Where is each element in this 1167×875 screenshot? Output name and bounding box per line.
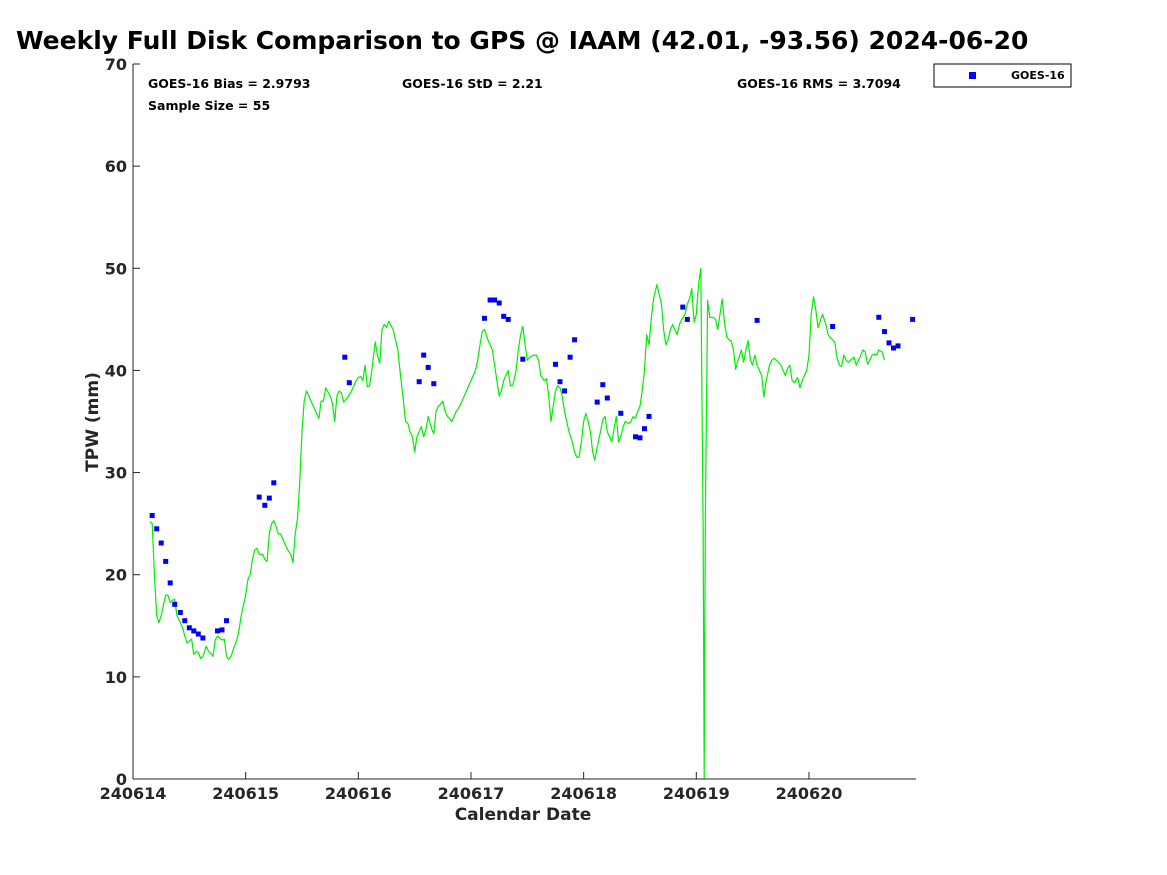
scatter-point-goes16 <box>256 494 262 500</box>
legend-marker-goes16 <box>969 72 976 79</box>
scatter-point-goes16 <box>219 627 225 633</box>
stat-bias: GOES-16 Bias = 2.9793 <box>148 76 310 91</box>
x-tick-label: 240615 <box>212 784 279 803</box>
scatter-point-goes16 <box>830 324 836 329</box>
scatter-point-goes16 <box>684 316 690 322</box>
scatter-point-goes16 <box>501 313 507 319</box>
scatter-point-goes16 <box>215 628 220 634</box>
x-tick-label: 240618 <box>550 784 617 803</box>
scatter-point-goes16 <box>557 379 563 385</box>
scatter-point-goes16 <box>492 297 498 303</box>
chart-title: Weekly Full Disk Comparison to GPS @ IAA… <box>16 26 1029 55</box>
scatter-point-goes16 <box>553 361 558 367</box>
x-tick-label: 240614 <box>100 784 167 803</box>
scatter-point-goes16 <box>567 354 573 360</box>
scatter-point-goes16 <box>520 356 526 362</box>
scatter-point-goes16 <box>633 434 638 440</box>
scatter-point-goes16 <box>149 513 155 518</box>
scatter-point-goes16 <box>487 297 493 303</box>
scatter-point-goes16 <box>271 480 277 486</box>
scatter-point-goes16 <box>266 495 272 501</box>
scatter-point-goes16 <box>425 364 431 370</box>
scatter-point-goes16 <box>172 601 178 607</box>
stat-std: GOES-16 StD = 2.21 <box>402 76 543 91</box>
scatter-point-goes16 <box>754 317 760 323</box>
x-axis-label: Calendar Date <box>455 805 592 825</box>
stat-rms: GOES-16 RMS = 3.7094 <box>737 76 901 91</box>
scatter-point-goes16 <box>496 300 502 306</box>
scatter-point-goes16 <box>186 625 192 631</box>
scatter-point-goes16 <box>163 558 169 564</box>
scatter-point-goes16 <box>182 618 188 624</box>
scatter-point-goes16 <box>604 395 610 401</box>
x-tick-label: 240619 <box>663 784 730 803</box>
scatter-point-goes16 <box>891 345 896 351</box>
stat-sample-size: Sample Size = 55 <box>148 98 270 113</box>
scatter-point-goes16 <box>200 635 206 641</box>
x-tick-label: 240620 <box>776 784 843 803</box>
scatter-point-goes16 <box>886 340 892 346</box>
scatter-point-goes16 <box>158 540 164 546</box>
axes: 0 10 20 30 40 50 60 70 240614 240615 240616 240617 2… <box>100 55 916 803</box>
y-tick-label: 10 <box>105 668 127 687</box>
scatter-point-goes16 <box>680 304 686 310</box>
y-tick-label: 70 <box>105 55 127 74</box>
y-tick-label: 20 <box>105 566 127 585</box>
scatter-point-goes16 <box>262 502 268 508</box>
x-tick-label: 240616 <box>325 784 392 803</box>
scatter-point-goes16 <box>342 354 348 360</box>
scatter-point-goes16 <box>882 329 887 335</box>
scatter-point-goes16 <box>482 315 487 321</box>
y-tick-label: 50 <box>105 259 127 278</box>
scatter-point-goes16 <box>195 631 201 637</box>
scatter-point-goes16 <box>895 343 901 349</box>
scatter-point-goes16 <box>876 314 882 320</box>
scatter-point-goes16 <box>637 435 643 441</box>
y-axis-label: TPW (mm) <box>83 372 103 472</box>
scatter-point-goes16 <box>154 526 160 532</box>
scatter-point-goes16 <box>346 380 352 386</box>
scatter-point-goes16 <box>431 381 437 387</box>
legend-label-goes16: GOES-16 <box>1011 69 1065 82</box>
scatter-point-goes16 <box>505 316 511 322</box>
scatter-point-goes16 <box>618 410 624 416</box>
scatter-point-goes16 <box>600 382 606 388</box>
x-tick-label: 240617 <box>438 784 505 803</box>
scatter-point-goes16 <box>224 618 229 624</box>
scatter-point-goes16 <box>177 610 183 615</box>
scatter-point-goes16 <box>421 352 427 358</box>
series-line-gps <box>149 267 886 780</box>
scatter-point-goes16 <box>191 628 197 634</box>
scatter-point-goes16 <box>416 379 422 385</box>
y-tick-label: 40 <box>105 361 127 380</box>
scatter-point-goes16 <box>594 399 600 405</box>
legend-box <box>933 63 1072 88</box>
stats-annotations: GOES-16 Bias = 2.9793 GOES-16 StD = 2.21… <box>148 76 901 113</box>
plot-area <box>149 267 916 780</box>
scatter-point-goes16 <box>572 337 578 343</box>
scatter-point-goes16 <box>646 413 652 419</box>
scatter-point-goes16 <box>562 388 567 394</box>
scatter-point-goes16 <box>910 316 916 322</box>
scatter-point-goes16 <box>642 426 647 432</box>
legend: GOES-16 <box>933 63 1072 88</box>
y-tick-label: 60 <box>105 157 127 176</box>
y-tick-label: 0 <box>116 770 127 789</box>
y-tick-label: 30 <box>105 464 127 483</box>
scatter-point-goes16 <box>167 580 173 586</box>
